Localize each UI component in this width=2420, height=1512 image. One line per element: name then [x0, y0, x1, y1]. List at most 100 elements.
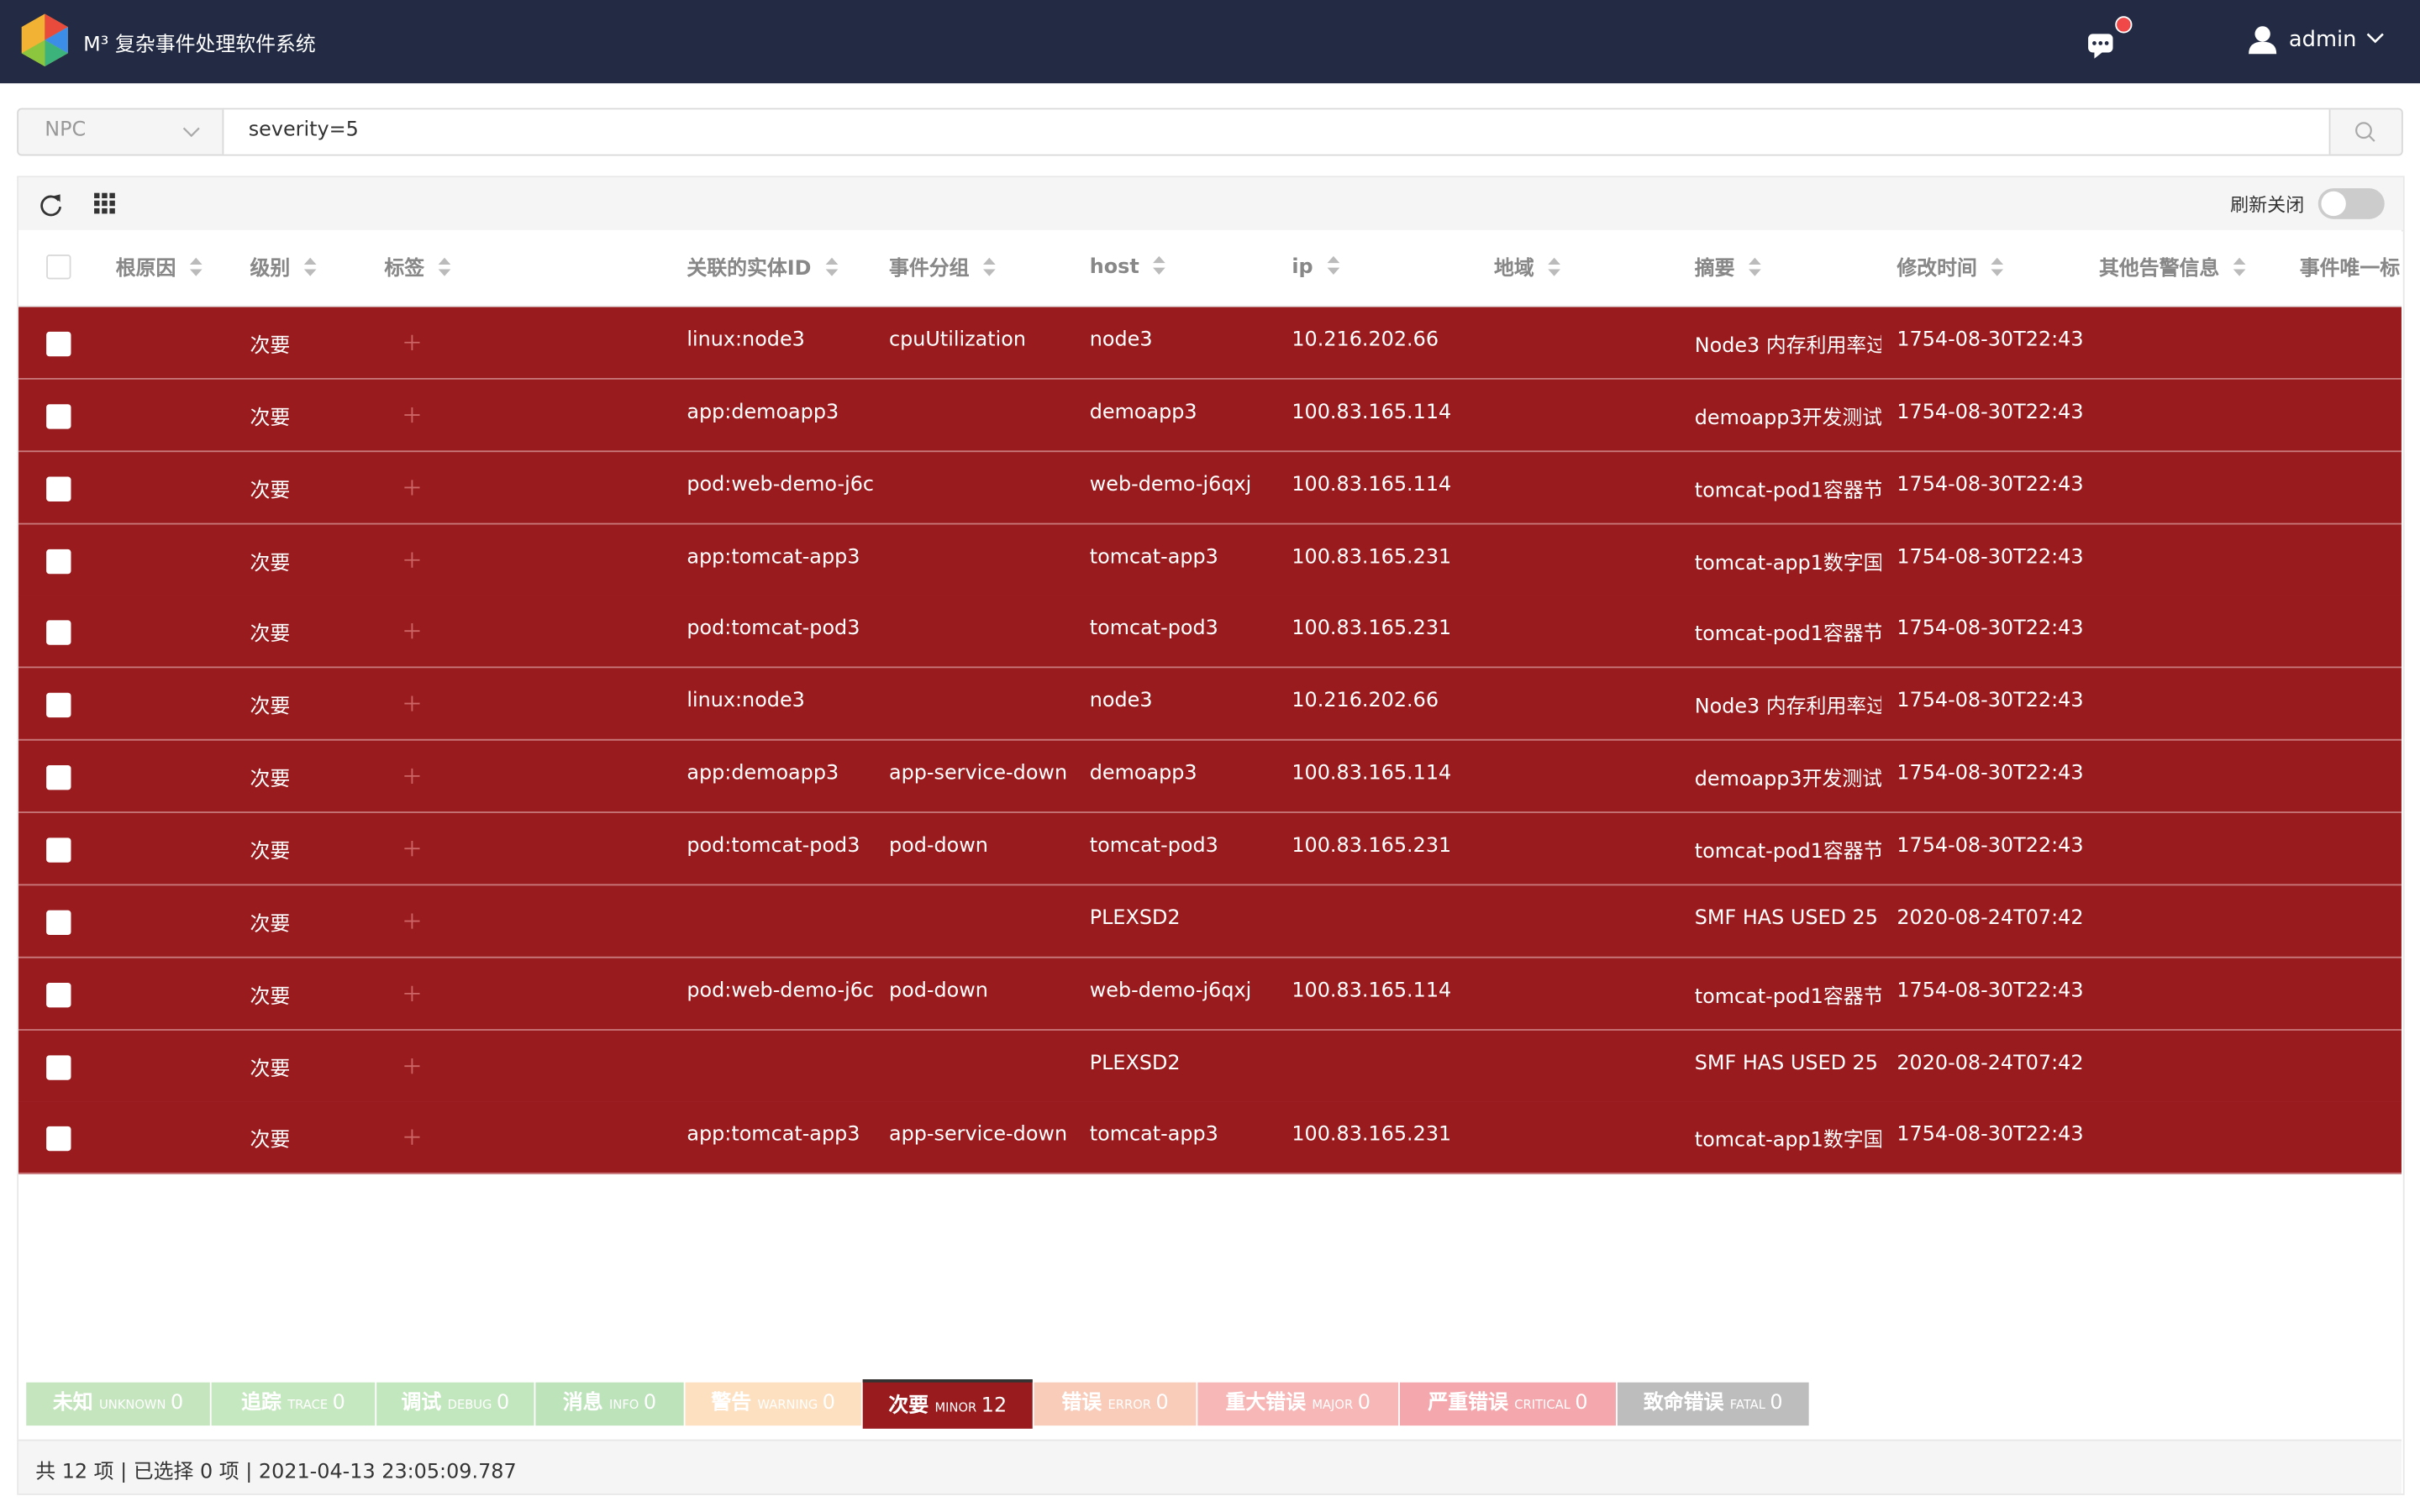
row-checkbox[interactable] [46, 837, 71, 863]
row-checkbox[interactable] [46, 693, 71, 718]
add-tag-icon[interactable] [404, 1058, 420, 1074]
add-tag-icon[interactable] [404, 912, 420, 929]
column-header[interactable]: 根原因 [116, 251, 250, 281]
add-tag-icon[interactable] [404, 768, 420, 785]
severity-code: ERROR [1107, 1398, 1151, 1412]
severity-count: 0 [643, 1391, 657, 1415]
cell-text: 次要 [250, 1130, 291, 1153]
cell-text: SMF HAS USED 25 [1694, 906, 1878, 931]
sort-icon[interactable] [188, 256, 203, 278]
row-checkbox[interactable] [46, 910, 71, 935]
row-checkbox[interactable] [46, 765, 71, 790]
sort-icon[interactable] [1325, 255, 1340, 276]
sort-icon[interactable] [2232, 256, 2247, 278]
severity-filter[interactable]: 警告 WARNING 0 [685, 1382, 861, 1426]
cell-text: tomcat-pod1容器节 [1694, 479, 1881, 503]
column-header[interactable]: 事件唯一标 [2299, 257, 2401, 281]
row-checkbox[interactable] [46, 331, 71, 357]
column-header[interactable]: 摘要 [1695, 251, 1897, 281]
cell-text: Node3 内存利用率过 [1694, 334, 1881, 359]
row-checkbox[interactable] [46, 621, 71, 646]
cell-text: app:demoapp3 [687, 401, 839, 424]
add-tag-icon[interactable] [404, 407, 420, 423]
search-button[interactable] [2354, 120, 2377, 144]
severity-count: 12 [981, 1394, 1007, 1418]
cell-text: app-service-down [888, 762, 1068, 786]
event-row[interactable] [18, 523, 2402, 596]
cell-text: 次要 [250, 912, 291, 937]
add-tag-icon[interactable] [404, 334, 420, 350]
add-tag-icon[interactable] [404, 479, 420, 496]
sort-icon[interactable] [823, 256, 839, 278]
cell-text: tomcat-pod3 [1089, 834, 1218, 858]
add-tag-icon[interactable] [404, 551, 420, 568]
add-tag-icon[interactable] [404, 840, 420, 857]
cell-text: 1754-08-30T22:43 [1897, 545, 2084, 569]
severity-filter[interactable]: 次要 MINOR 12 [862, 1379, 1033, 1429]
row-checkbox[interactable] [46, 255, 71, 280]
event-row[interactable] [18, 596, 2402, 669]
severity-count: 0 [1155, 1391, 1169, 1415]
row-checkbox[interactable] [46, 1126, 71, 1152]
row-checkbox[interactable] [46, 403, 71, 429]
sort-icon[interactable] [302, 256, 318, 278]
event-row[interactable] [18, 812, 2402, 886]
event-row[interactable] [18, 957, 2402, 1031]
cell-text: 次要 [250, 840, 291, 864]
row-checkbox[interactable] [46, 1054, 71, 1079]
refresh-button[interactable] [39, 193, 63, 218]
column-header[interactable]: 级别 [250, 251, 385, 281]
sort-icon[interactable] [1747, 256, 1762, 278]
user-menu-arrow[interactable] [2365, 31, 2386, 46]
cell-text: 10.216.202.66 [1292, 328, 1439, 352]
severity-filter[interactable]: 追踪 TRACE 0 [211, 1382, 376, 1426]
cell-text: SMF HAS USED 25 [1694, 1051, 1878, 1075]
row-checkbox[interactable] [46, 475, 71, 501]
sort-icon[interactable] [1546, 256, 1561, 278]
severity-filter[interactable]: 未知 UNKNOWN 0 [26, 1382, 210, 1426]
top-bar: M³ 复杂事件处理软件系统 admin [0, 0, 2420, 84]
column-header[interactable]: host [1090, 251, 1292, 279]
refresh-switch[interactable] [2317, 188, 2385, 219]
sort-icon[interactable] [1151, 255, 1166, 276]
user-name[interactable]: admin [2288, 28, 2357, 53]
column-header[interactable]: 地域 [1494, 251, 1695, 281]
event-row[interactable] [18, 885, 2402, 958]
sort-icon[interactable] [437, 256, 452, 278]
source-select[interactable]: NPC [45, 118, 87, 142]
cell-text: 1754-08-30T22:43 [1897, 617, 2084, 641]
cell-text: 100.83.165.114 [1292, 401, 1452, 424]
severity-filter[interactable]: 致命错误 FATAL 0 [1617, 1382, 1809, 1426]
add-tag-icon[interactable] [404, 623, 420, 640]
column-header[interactable]: 其他告警信息 [2099, 251, 2300, 281]
sort-icon[interactable] [1990, 256, 2005, 278]
column-header[interactable]: 标签 [384, 251, 687, 281]
column-header[interactable]: ip [1292, 251, 1494, 279]
severity-code: WARNING [757, 1398, 818, 1412]
event-row[interactable] [18, 740, 2402, 814]
add-tag-icon[interactable] [404, 696, 420, 712]
cell-text: 10.216.202.66 [1292, 690, 1439, 714]
cell-text: 1754-08-30T22:43 [1897, 401, 2084, 424]
sort-icon[interactable] [981, 256, 997, 278]
severity-filter[interactable]: 调试 DEBUG 0 [376, 1382, 534, 1426]
severity-filter[interactable]: 消息 INFO 0 [535, 1382, 684, 1426]
add-tag-icon[interactable] [404, 985, 420, 1001]
message-icon[interactable] [2084, 15, 2139, 61]
column-header[interactable]: 关联的实体ID [687, 251, 889, 281]
search-input[interactable]: severity=5 [222, 109, 2331, 155]
event-row[interactable] [18, 668, 2402, 742]
severity-filter[interactable]: 严重错误 CRITICAL 0 [1399, 1382, 1617, 1426]
add-tag-icon[interactable] [404, 1130, 420, 1146]
columns-button[interactable] [94, 192, 116, 215]
select-arrow[interactable] [182, 125, 201, 140]
severity-filter[interactable]: 错误 ERROR 0 [1034, 1382, 1197, 1426]
severity-filter[interactable]: 重大错误 MAJOR 0 [1197, 1382, 1399, 1426]
row-checkbox[interactable] [46, 982, 71, 1007]
row-checkbox[interactable] [46, 549, 71, 574]
column-header[interactable]: 事件分组 [889, 251, 1090, 281]
user-icon[interactable] [2247, 24, 2278, 55]
column-header[interactable]: 修改时间 [1897, 251, 2099, 281]
cell-text: 100.83.165.114 [1292, 473, 1452, 496]
